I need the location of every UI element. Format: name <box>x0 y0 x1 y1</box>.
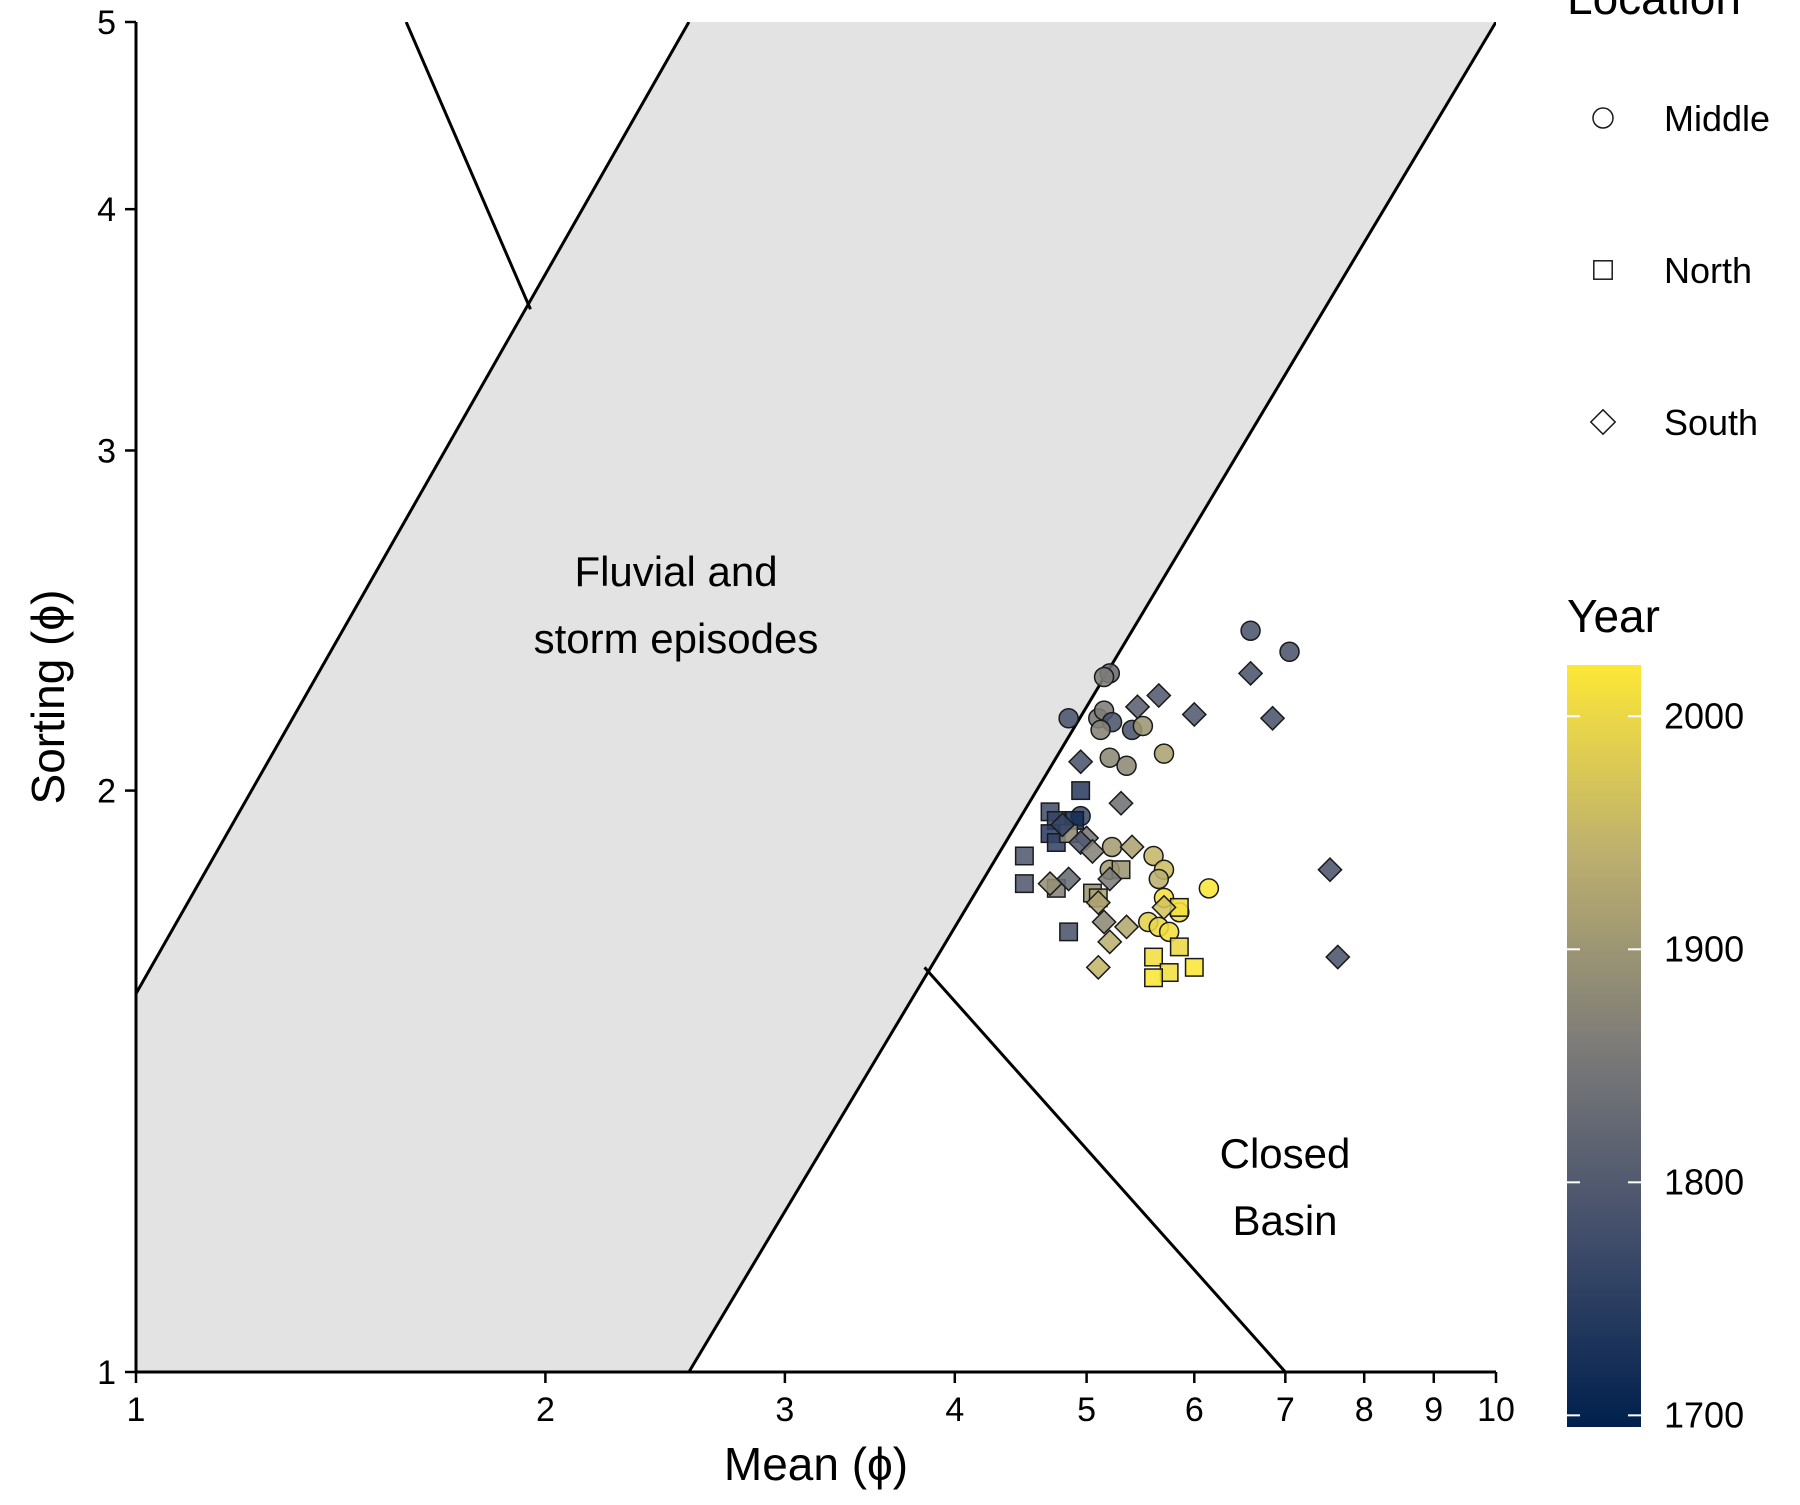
middle-point <box>1116 755 1137 777</box>
south-point <box>1113 914 1140 940</box>
middle-point <box>1143 845 1164 867</box>
fluvial-label-line1: Fluvial and <box>574 548 777 595</box>
south-point <box>1325 944 1351 970</box>
middle-point <box>1099 747 1121 768</box>
north-point <box>1159 963 1179 983</box>
south-point <box>1146 682 1172 709</box>
legend-label-middle: Middle <box>1664 98 1770 139</box>
south-point <box>1237 660 1264 687</box>
shape-legend-title: Location <box>1567 0 1741 24</box>
south-point <box>1037 870 1063 897</box>
plot-regions <box>136 22 1496 1372</box>
fluvial-band-left-boundary <box>136 22 691 995</box>
x-ticks: 1 2 3 4 5 6 7 8 9 10 <box>127 1372 1515 1429</box>
middle-point <box>1240 620 1261 641</box>
north-point <box>1014 874 1034 894</box>
x-tick-label: 8 <box>1355 1391 1374 1429</box>
color-legend-title: Year <box>1567 590 1660 642</box>
closed-basin-label-line1: Closed <box>1220 1130 1351 1177</box>
y-axis-title: Sorting (ϕ) <box>22 590 74 805</box>
north-point <box>1014 846 1034 866</box>
south-point <box>1068 749 1094 775</box>
middle-point <box>1132 715 1154 737</box>
middle-point <box>1093 666 1115 688</box>
north-point <box>1144 947 1164 967</box>
colorbar-ticks: 1700 1800 1900 2000 <box>1567 695 1744 1435</box>
region-labels: Fluvial and storm episodes Closed Basin <box>534 548 1351 1244</box>
north-point <box>1071 781 1091 801</box>
middle-point <box>1198 878 1220 899</box>
middle-point <box>1058 708 1079 729</box>
middle-point <box>1090 719 1111 741</box>
legend-label-south: South <box>1664 402 1758 443</box>
middle-point <box>1101 836 1123 858</box>
fluvial-label-line2: storm episodes <box>534 615 819 662</box>
x-tick-label: 3 <box>775 1391 794 1429</box>
fluvial-band-right-boundary <box>687 22 1496 1372</box>
data-points <box>1014 620 1351 988</box>
year-colorbar <box>1567 665 1641 1427</box>
x-tick-label: 7 <box>1276 1391 1295 1429</box>
south-point <box>1049 812 1076 838</box>
colorbar-tick-label: 1900 <box>1664 928 1744 969</box>
x-axis-title: Mean (ϕ) <box>724 1438 908 1490</box>
south-point <box>1097 929 1123 955</box>
y-tick-label: 4 <box>97 191 116 229</box>
x-tick-label: 1 <box>127 1391 146 1429</box>
x-tick-label: 4 <box>945 1391 964 1429</box>
middle-point <box>1279 641 1300 663</box>
colorbar-tick-label: 1700 <box>1664 1394 1744 1435</box>
y-tick-label: 1 <box>97 1354 116 1392</box>
middle-point <box>1153 743 1175 764</box>
north-point <box>1144 968 1164 988</box>
x-tick-label: 9 <box>1424 1391 1443 1429</box>
middle-legend-key <box>1592 107 1614 129</box>
x-tick-label: 2 <box>536 1391 555 1429</box>
north-legend-key <box>1593 260 1613 280</box>
north-point <box>1184 957 1204 977</box>
upper-boundary-line <box>404 22 532 310</box>
x-tick-label: 5 <box>1077 1391 1096 1429</box>
legend-label-north: North <box>1664 250 1752 291</box>
south-point <box>1108 790 1134 816</box>
south-point <box>1097 866 1123 892</box>
south-point <box>1079 838 1106 865</box>
shape-legend-entries: Middle North South <box>1589 98 1770 443</box>
shape-legend: Location Middle North South <box>1567 0 1770 443</box>
south-legend-key <box>1589 408 1617 436</box>
fluvial-storm-band <box>136 22 1496 1372</box>
colorbar-tick-label: 2000 <box>1664 695 1744 736</box>
south-point <box>1124 694 1151 720</box>
south-point <box>1085 889 1111 916</box>
south-point <box>1181 701 1207 728</box>
y-ticks: 1 2 3 4 5 <box>97 4 136 1392</box>
x-tick-label: 6 <box>1185 1391 1204 1429</box>
south-point <box>1119 834 1145 860</box>
south-point <box>1317 857 1343 883</box>
y-tick-label: 3 <box>97 432 116 470</box>
middle-point <box>1148 868 1170 890</box>
y-tick-label: 2 <box>97 773 116 811</box>
axes: 1 2 3 4 5 6 7 8 9 10 1 2 3 4 5 Mean (ϕ) Sorting (ϕ) <box>22 4 1515 1490</box>
middle-point <box>1158 921 1180 943</box>
north-point <box>1059 922 1079 942</box>
north-point <box>1169 937 1189 957</box>
south-point <box>1055 866 1082 892</box>
y-tick-label: 5 <box>97 4 116 42</box>
south-point <box>1085 954 1111 980</box>
series-south <box>1037 660 1351 980</box>
south-point <box>1259 705 1286 731</box>
south-point <box>1151 894 1177 921</box>
closed-basin-boundary-line <box>923 966 1287 1372</box>
color-legend: Year 1700 1800 1900 2000 <box>1567 590 1744 1435</box>
colorbar-tick-label: 1800 <box>1664 1161 1744 1202</box>
x-tick-label: 10 <box>1477 1391 1515 1429</box>
south-point <box>1091 909 1117 935</box>
closed-basin-label-line2: Basin <box>1232 1197 1337 1244</box>
